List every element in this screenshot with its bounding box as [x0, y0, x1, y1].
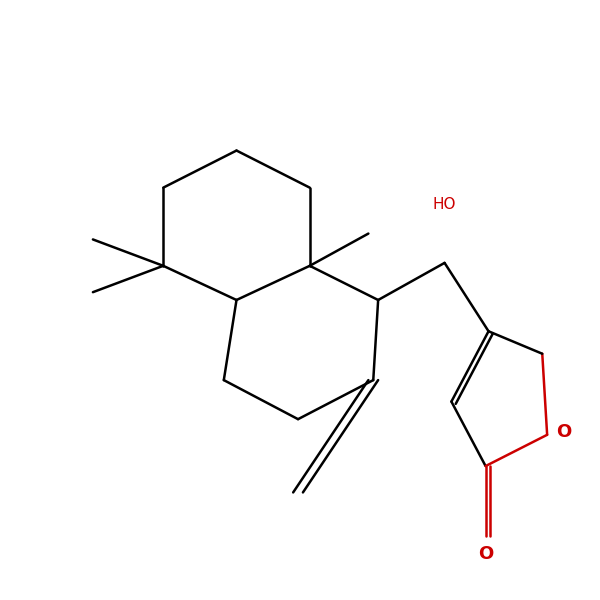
- Text: O: O: [478, 545, 493, 563]
- Text: O: O: [556, 423, 571, 441]
- Text: HO: HO: [433, 197, 457, 212]
